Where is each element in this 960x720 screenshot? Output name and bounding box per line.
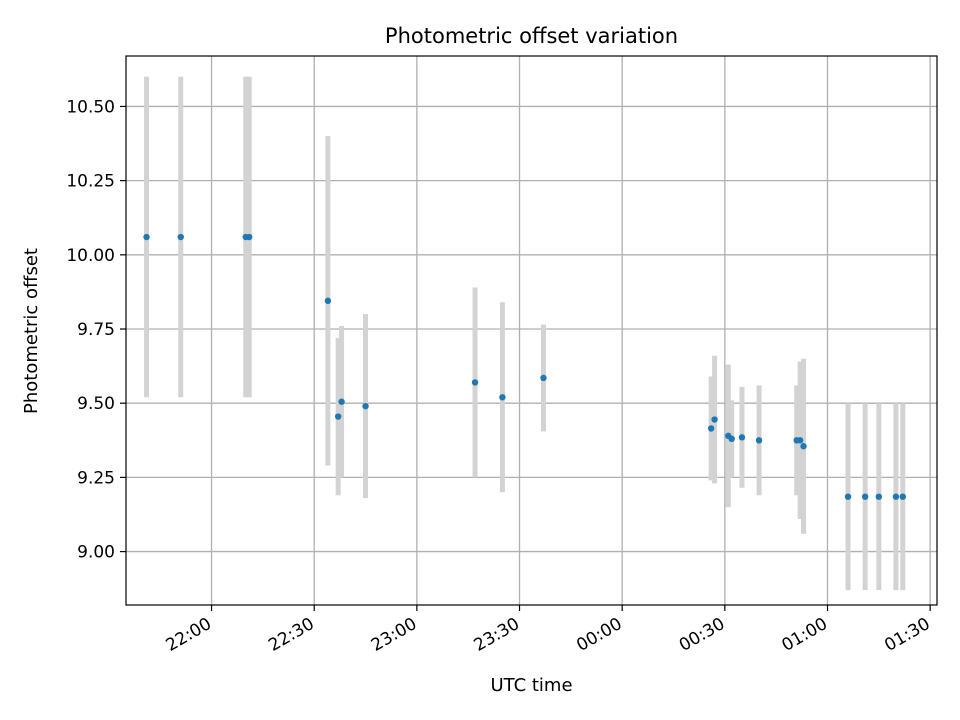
y-tick-label: 10.50 [66,97,115,117]
data-point [362,402,369,410]
data-point [471,379,479,386]
x-axis-title: UTC time [490,675,572,696]
data-point [540,374,547,382]
data-point [796,437,804,444]
y-axis-ticks: 9.00 9.25 9.50 9.75 10.00 10.25 10.50 [66,97,126,563]
data-point [143,233,150,241]
data-points [143,233,906,500]
y-axis-title: Photometric offset [21,248,42,414]
data-point [711,416,718,423]
data-point [899,493,906,500]
chart-title: Photometric offset variation [385,24,678,48]
data-point [177,233,184,241]
data-point [844,493,852,500]
data-point [875,493,883,500]
y-tick-label: 9.75 [77,320,115,340]
y-tick-label: 9.25 [77,468,115,488]
data-point [861,493,869,500]
data-point [338,398,345,405]
data-point [499,394,506,401]
data-point [334,413,342,420]
y-tick-label: 10.00 [66,246,115,266]
grid [126,56,937,605]
data-point [245,233,253,241]
data-point [892,493,900,500]
data-point [755,437,763,444]
plot-frame [125,55,938,606]
data-point [324,297,332,305]
y-tick-label: 9.00 [77,543,115,563]
data-point [800,443,807,450]
data-point [728,435,735,443]
data-point [738,434,746,441]
y-tick-label: 9.50 [77,394,115,414]
y-tick-label: 10.25 [66,172,115,192]
data-point [707,425,715,432]
